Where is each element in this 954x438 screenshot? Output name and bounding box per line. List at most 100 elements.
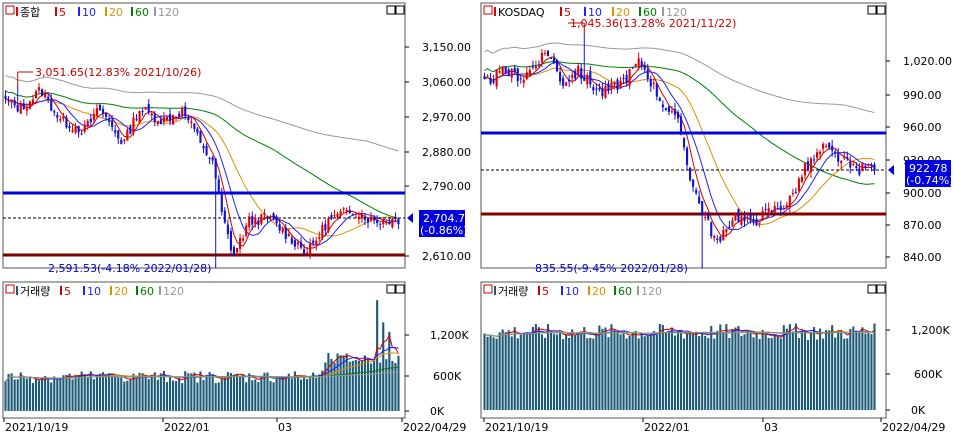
candle-body <box>861 162 864 172</box>
candle-body <box>664 108 667 110</box>
legend-ma20-label: 20 <box>109 6 123 19</box>
volume-legend-ma20-label: 20 <box>114 285 128 298</box>
close-icon[interactable] <box>876 5 886 15</box>
legend-ma10-label: 10 <box>82 6 96 19</box>
volume-bar <box>574 334 577 410</box>
volume-bar <box>108 373 111 411</box>
maximize-icon[interactable] <box>386 5 396 15</box>
candle-body <box>117 130 120 139</box>
volume-bar <box>483 333 486 410</box>
volume-bar <box>552 334 556 410</box>
volume-legend-ma10-marker <box>561 286 563 295</box>
volume-ma120-line <box>5 371 399 382</box>
candle-body <box>655 83 658 97</box>
volume-bar <box>296 375 300 411</box>
volume-bar <box>214 383 217 411</box>
candle-body <box>758 222 761 224</box>
date-label: 2021/10/19 <box>5 421 68 434</box>
volume-bar <box>864 333 867 410</box>
volume-tick-label: 600K <box>914 368 943 381</box>
candle-body <box>123 139 126 142</box>
legend-ma20-marker <box>105 7 107 16</box>
candle-body <box>318 236 321 239</box>
volume-bar <box>849 329 852 410</box>
candle-body <box>104 112 108 117</box>
candle-body <box>351 213 354 215</box>
volume-legend-ma10-label: 10 <box>565 285 579 298</box>
candle-body <box>59 119 62 121</box>
volume-bar <box>232 375 236 411</box>
candle-body <box>257 220 260 225</box>
candle-body <box>637 58 640 67</box>
volume-bar <box>809 331 813 410</box>
candle-body <box>812 159 816 161</box>
volume-legend-ma5-marker <box>60 286 62 295</box>
volume-bar <box>782 325 785 410</box>
volume-bar <box>652 331 655 410</box>
volume-bar <box>695 331 698 410</box>
date-label: 2022/04/29 <box>882 421 945 434</box>
maximize-icon[interactable] <box>867 5 877 15</box>
volume-maximize-icon[interactable] <box>386 284 396 294</box>
volume-bars <box>483 323 876 410</box>
volume-moving-averages <box>484 325 875 338</box>
volume-bar <box>689 331 692 410</box>
candle-body <box>4 95 7 99</box>
candle-body <box>728 226 731 229</box>
volume-bar <box>312 372 315 411</box>
legend-marker-icon <box>494 7 496 16</box>
volume-bar <box>785 328 788 410</box>
volume-close-icon[interactable] <box>395 284 405 294</box>
volume-bar <box>803 330 807 410</box>
date-label: 03 <box>278 421 292 434</box>
volume-bar <box>366 358 370 411</box>
ma10-line <box>5 98 399 246</box>
candle-body <box>135 119 138 121</box>
low-annotation: 2,591.53(-4.18% 2022/01/28) <box>48 262 211 275</box>
candle-body <box>577 65 580 76</box>
candle-body <box>272 213 275 219</box>
volume-bar <box>867 333 870 410</box>
right-panel: KOSDAQ 5 10 20 60 120 거래량 5 10 20 60 120 1,020.00 990… <box>480 2 954 434</box>
candle-body <box>791 192 794 195</box>
candle-body <box>815 152 819 158</box>
volume-bar <box>743 334 746 410</box>
current-change: (-0.86%) <box>420 224 468 237</box>
volume-bar <box>211 375 214 411</box>
volume-bar <box>4 381 7 411</box>
volume-bar <box>144 377 147 411</box>
candle-body <box>199 130 202 143</box>
candle-body <box>373 219 376 221</box>
candle-body <box>504 66 507 74</box>
candle-body <box>622 77 625 79</box>
candle-body <box>870 164 873 166</box>
volume-bar <box>287 373 290 411</box>
volume-bar <box>589 337 592 410</box>
candle-body <box>101 108 105 114</box>
candle-body <box>141 111 144 113</box>
date-label: 2021/10/19 <box>485 421 548 434</box>
candle-body <box>546 50 550 56</box>
close-icon[interactable] <box>395 5 405 15</box>
current-price-tag <box>419 210 465 237</box>
price-legend: KOSDAQ 5 10 20 60 120 <box>483 5 687 19</box>
volume-close-icon[interactable] <box>876 284 886 294</box>
volume-bar <box>138 372 141 411</box>
candle-body <box>719 236 722 242</box>
candle-body <box>761 210 764 220</box>
volume-bar <box>95 375 98 411</box>
volume-tick-label: 1,200K <box>911 324 950 337</box>
volume-legend-ma10-label: 10 <box>87 285 101 298</box>
candle-body <box>394 216 397 220</box>
volume-maximize-icon[interactable] <box>867 284 877 294</box>
candle-body <box>646 69 649 79</box>
legend-ma10-label: 10 <box>588 6 602 19</box>
candle-body <box>592 87 595 91</box>
volume-bar <box>101 372 105 411</box>
volume-bar <box>260 375 263 411</box>
volume-bar <box>229 373 233 411</box>
candle-body <box>607 83 610 91</box>
price-tick-label: 990.00 <box>903 89 942 102</box>
volume-bar <box>534 324 537 410</box>
candle-body <box>701 200 704 216</box>
